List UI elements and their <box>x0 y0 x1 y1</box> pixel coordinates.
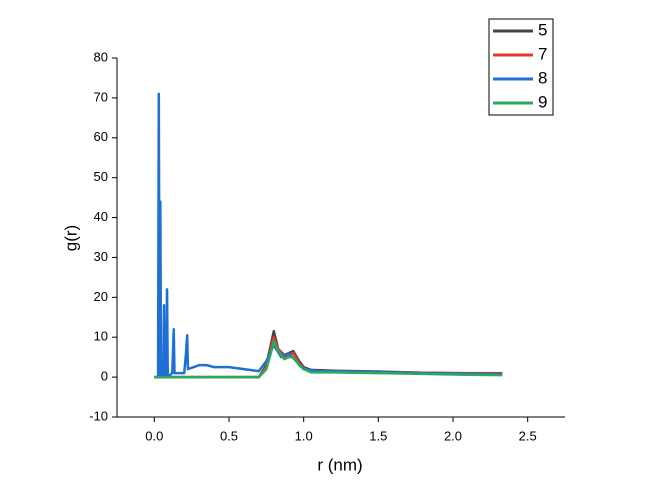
x-tick-label: 2.5 <box>519 428 537 443</box>
x-tick-label: 0.5 <box>220 428 238 443</box>
legend-label: 7 <box>538 44 547 63</box>
y-tick-label: 80 <box>94 49 108 64</box>
y-tick-label: 20 <box>94 289 108 304</box>
series-line <box>154 92 503 379</box>
series-line <box>154 339 503 379</box>
y-tick-label: 60 <box>94 129 108 144</box>
legend-box <box>488 18 554 116</box>
y-tick-label: 70 <box>94 89 108 104</box>
y-tick-label: -10 <box>89 408 108 423</box>
y-tick-label: 10 <box>94 329 108 344</box>
y-tick-label: 40 <box>94 209 108 224</box>
y-tick-label: 50 <box>94 169 108 184</box>
legend-label: 9 <box>538 92 547 111</box>
y-tick-label: 30 <box>94 249 108 264</box>
x-tick-label: 0.0 <box>145 428 163 443</box>
x-axis-title: r (nm) <box>317 455 362 474</box>
x-tick-label: 1.5 <box>369 428 387 443</box>
y-axis-title: g(r) <box>61 225 80 251</box>
y-tick-label: 0 <box>101 369 108 384</box>
legend-label: 8 <box>538 68 547 87</box>
legend-label: 5 <box>538 20 547 39</box>
x-tick-label: 2.0 <box>444 428 462 443</box>
x-tick-label: 1.0 <box>295 428 313 443</box>
